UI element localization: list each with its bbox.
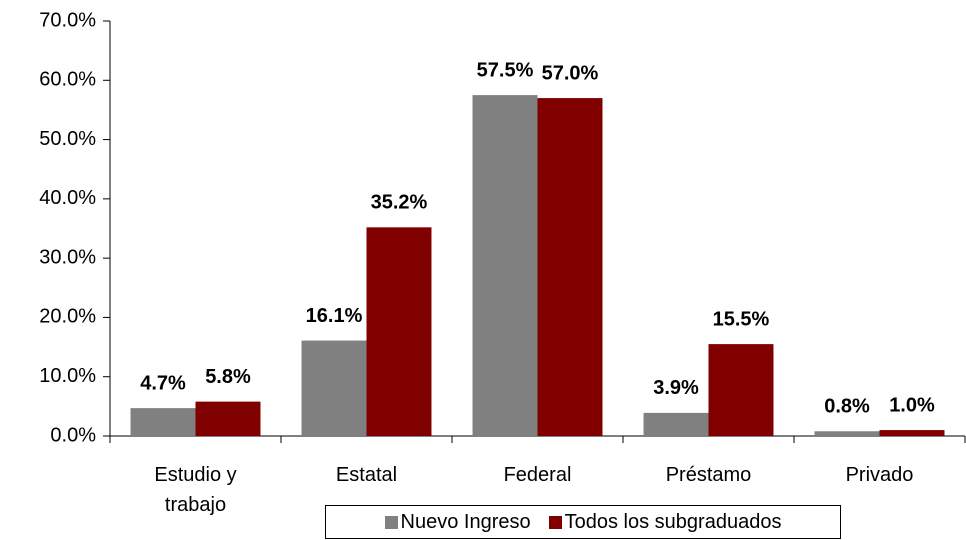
- bar: [366, 227, 432, 436]
- y-tick-label: 60.0%: [39, 69, 96, 91]
- bar: [301, 340, 367, 436]
- bar: [130, 408, 196, 436]
- bar: [472, 95, 538, 436]
- data-label: 57.5%: [477, 59, 534, 81]
- legend-swatch: [548, 515, 562, 529]
- data-label: 35.2%: [371, 192, 428, 214]
- bar: [879, 430, 945, 436]
- legend-label: Todos los subgraduados: [564, 510, 782, 533]
- data-label: 16.1%: [306, 305, 363, 327]
- legend-label: Nuevo Ingreso: [400, 510, 531, 533]
- legend-item: Nuevo Ingreso: [384, 510, 531, 534]
- y-tick-label: 10.0%: [39, 365, 96, 387]
- x-tick-label: Privado: [845, 464, 914, 486]
- data-label: 57.0%: [542, 62, 599, 84]
- legend-item: Todos los subgraduados: [548, 510, 782, 534]
- legend-swatch: [384, 515, 398, 529]
- y-tick-label: 50.0%: [39, 128, 96, 150]
- data-label: 0.8%: [824, 396, 870, 418]
- bar: [537, 98, 603, 437]
- bar: [195, 401, 261, 436]
- data-label: 1.0%: [889, 394, 935, 416]
- bar: [814, 431, 880, 436]
- data-label: 15.5%: [713, 308, 770, 330]
- legend: Nuevo Ingreso Todos los subgraduados: [325, 505, 841, 539]
- x-tick-label: Estudio y trabajo: [154, 464, 237, 516]
- y-tick-label: 30.0%: [39, 246, 96, 268]
- bar: [643, 412, 709, 436]
- y-tick-label: 70.0%: [39, 9, 96, 31]
- x-tick-label: Préstamo: [665, 464, 752, 486]
- data-label: 4.7%: [140, 372, 186, 394]
- bar: [708, 344, 774, 436]
- y-tick-label: 40.0%: [39, 187, 96, 209]
- y-tick-label: 20.0%: [39, 306, 96, 328]
- data-label: 5.8%: [205, 366, 251, 388]
- y-tick-label: 0.0%: [50, 424, 96, 446]
- x-tick-label: Federal: [503, 464, 572, 486]
- data-label: 3.9%: [653, 377, 699, 399]
- x-tick-label: Estatal: [335, 464, 398, 486]
